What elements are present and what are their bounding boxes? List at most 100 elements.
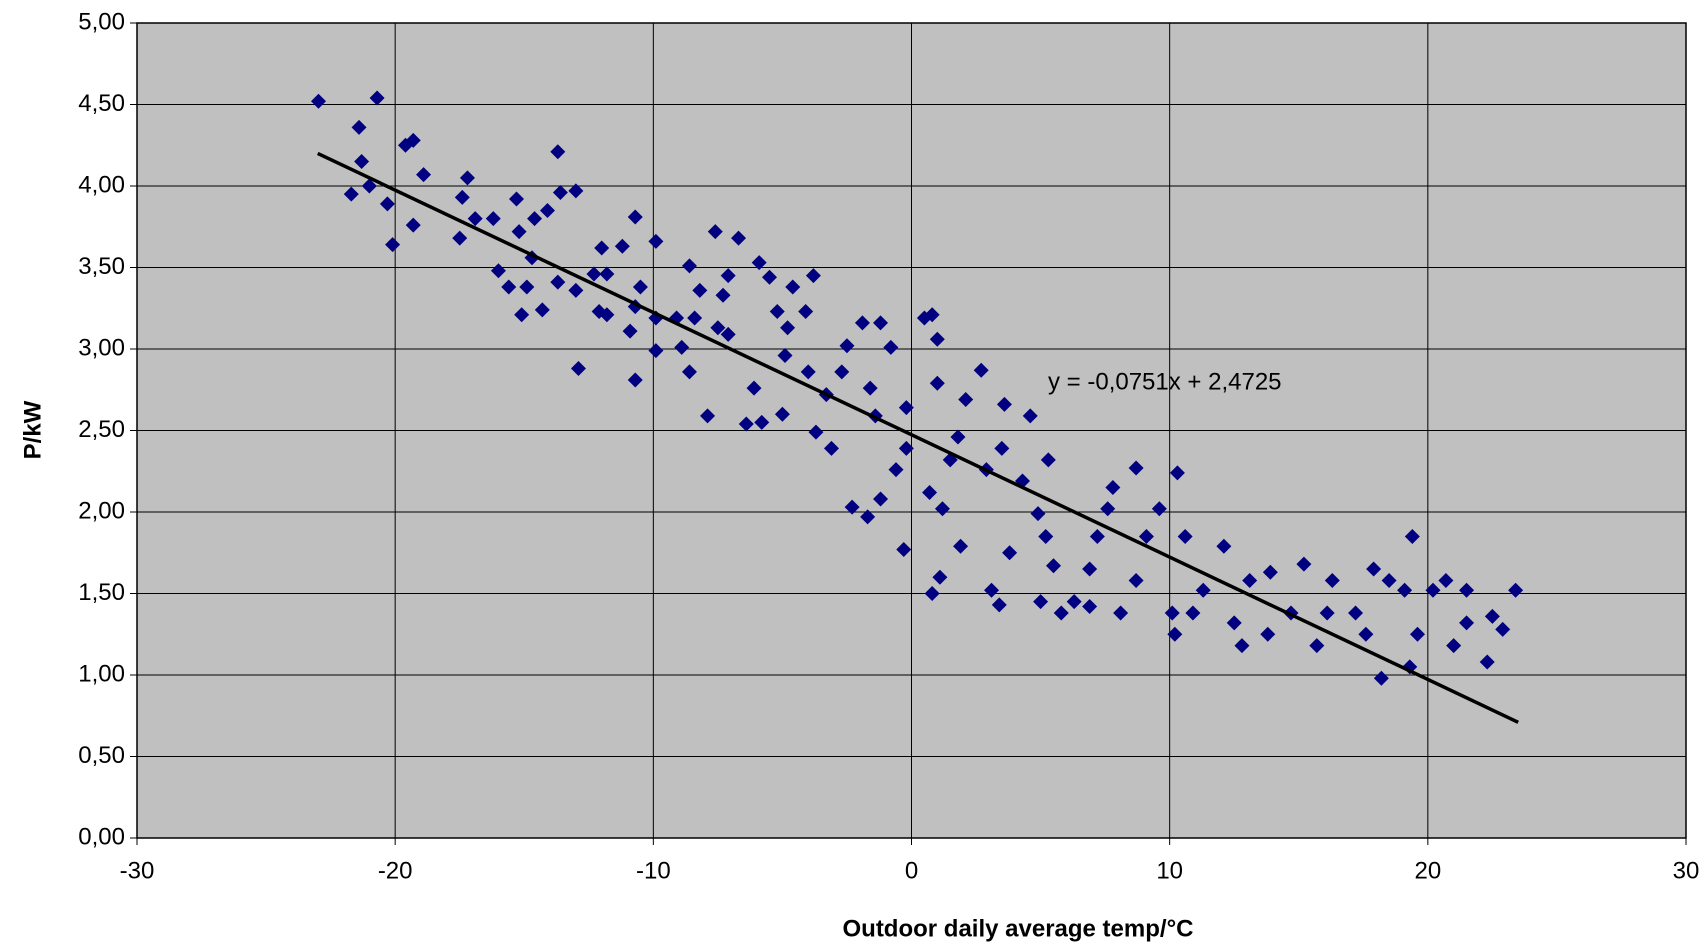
x-tick-label: -10 [636,857,671,884]
y-tick-label: 4,50 [78,90,125,117]
point [552,185,568,201]
point [780,320,796,336]
y-axis-title: P/kW [19,400,46,459]
point [687,310,703,326]
point [953,538,969,554]
point [310,93,326,109]
point [1128,572,1144,588]
point [888,462,904,478]
point [1381,572,1397,588]
point [369,90,385,106]
point [1358,626,1374,642]
y-tick-label: 1,50 [78,579,125,606]
point [1404,528,1420,544]
point [1373,670,1389,686]
point [692,282,708,298]
point [681,364,697,380]
point [511,224,527,240]
point [834,364,850,380]
point [1100,501,1116,517]
point [1495,621,1511,637]
point [1319,605,1335,621]
point [485,211,501,227]
point [1446,638,1462,654]
point [994,440,1010,456]
point [1045,558,1061,574]
point [379,196,395,212]
x-tick-label: -30 [120,857,155,884]
x-tick-label: 10 [1156,857,1183,884]
point [568,282,584,298]
point [991,597,1007,613]
point [632,279,648,295]
point [1053,605,1069,621]
point [1296,556,1312,572]
point [527,211,543,227]
point [1185,605,1201,621]
point [648,343,664,359]
point [1169,465,1185,481]
point [924,307,940,323]
point [769,304,785,320]
point [1348,605,1364,621]
point [700,408,716,424]
point [950,429,966,445]
point [1167,626,1183,642]
point [710,320,726,336]
point [622,323,638,339]
point [798,304,814,320]
x-tick-label: -20 [378,857,413,884]
point [929,375,945,391]
point [1030,506,1046,522]
point [599,266,615,282]
point [1066,594,1082,610]
point [343,186,359,202]
point [454,189,470,205]
point [1425,582,1441,598]
point [627,372,643,388]
trendline [316,151,1519,724]
point [1459,582,1475,598]
point [1164,605,1180,621]
point [1089,528,1105,544]
point [1242,572,1258,588]
point [1234,638,1250,654]
point [599,307,615,323]
y-tick-label: 3,00 [78,334,125,361]
point [805,268,821,284]
point [1366,561,1382,577]
point [1177,528,1193,544]
point [514,307,530,323]
point [924,586,940,601]
point [351,119,367,135]
point [594,240,610,256]
point [467,211,483,227]
x-tick-label: 20 [1414,857,1441,884]
point [922,484,938,500]
point [1438,572,1454,588]
point [898,400,914,416]
y-tick-label: 4,00 [78,171,125,198]
point [996,396,1012,412]
y-tick-label: 5,00 [78,8,125,35]
point [844,499,860,515]
point [1105,480,1121,496]
point [883,339,899,355]
point [586,266,602,282]
point [839,338,855,354]
point [550,144,566,160]
point [1262,564,1278,580]
point [1151,501,1167,517]
point [1113,605,1129,621]
point [405,217,421,233]
point [397,137,413,153]
point [1508,582,1524,598]
point [1260,626,1276,642]
point [1082,561,1098,577]
point [751,255,767,271]
point [385,237,401,253]
point [720,326,736,342]
point [785,279,801,295]
x-tick-label: 30 [1673,857,1700,884]
point [862,380,878,396]
